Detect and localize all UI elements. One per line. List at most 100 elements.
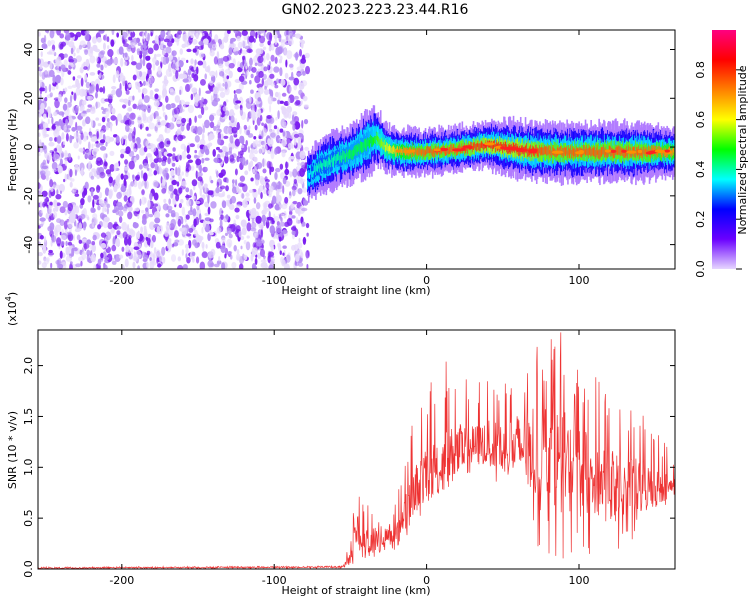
spectrogram-noise-cell	[302, 200, 309, 206]
colorbar-tick-label: 0.0	[694, 260, 707, 278]
spectrogram-noise-cell	[302, 238, 307, 243]
spectrogram-noise-cell	[56, 135, 62, 144]
spectrogram-noise-cell	[43, 258, 50, 265]
spectrogram-noise-cell	[57, 94, 62, 103]
spectrogram-noise-cell	[104, 256, 110, 261]
spectrogram-ridge-cell	[500, 141, 503, 149]
spectrogram-noise-cell	[55, 194, 62, 200]
spectrogram-noise-cell	[282, 121, 287, 128]
spectrogram-noise-cell	[161, 178, 167, 186]
spectrogram-noise-cell	[209, 218, 214, 223]
spectrogram-ridge-cell	[460, 139, 463, 154]
spectrogram-noise-cell	[251, 66, 257, 73]
spectrogram-noise-cell	[200, 79, 206, 86]
spectrogram-noise-cell	[248, 96, 252, 104]
spectrogram-noise-cell	[86, 40, 91, 50]
spectrogram-noise-cell	[268, 210, 271, 219]
spectrogram-noise-cell	[236, 188, 242, 194]
spectrogram-noise-cell	[48, 216, 52, 222]
spectrogram-noise-cell	[147, 172, 153, 177]
spectrogram-noise-cell	[150, 32, 153, 37]
spectrogram-noise-cell	[157, 121, 161, 126]
spectrogram-noise-cell	[129, 112, 136, 120]
spectrogram-noise-cell	[39, 81, 43, 87]
spectrogram-noise-cell	[175, 136, 178, 143]
spectrogram-noise-cell	[226, 75, 230, 80]
spectrogram-noise-cell	[245, 192, 250, 197]
spectrogram-noise-cell	[38, 252, 43, 257]
spectrogram-noise-cell	[161, 187, 167, 194]
spectrogram-noise-cell	[279, 163, 284, 170]
spectrogram-ridge-cell	[380, 140, 383, 148]
spectrogram-noise-cell	[124, 258, 129, 268]
spectrogram-noise-cell	[85, 149, 91, 159]
spectrogram-noise-cell	[163, 172, 170, 181]
spectrogram-noise-cell	[296, 66, 303, 71]
spectrogram-noise-cell	[228, 62, 235, 69]
spectrogram-noise-cell	[279, 128, 284, 133]
spectrogram-noise-cell	[293, 95, 299, 100]
spectrogram-noise-cell	[175, 193, 180, 202]
spectrogram-noise-cell	[254, 124, 258, 131]
spectrogram-noise-cell	[141, 189, 145, 195]
spectrogram-noise-cell	[160, 30, 166, 39]
spectrogram-ridge-cell	[573, 147, 576, 157]
spectrogram-hotspot	[621, 149, 627, 153]
spectrogram-noise-cell	[259, 248, 266, 257]
spectrogram-noise-cell	[249, 109, 256, 119]
spectrogram-noise-cell	[235, 204, 242, 208]
spectrogram-noise-cell	[95, 83, 99, 93]
spectrogram-noise-cell	[257, 86, 264, 95]
spectrogram-noise-cell	[215, 146, 220, 151]
spectrogram-noise-cell	[54, 224, 62, 233]
spectrogram-noise-cell	[186, 145, 190, 154]
spectrogram-noise-cell	[72, 76, 76, 81]
spectrogram-noise-cell	[125, 89, 130, 95]
spectrogram-noise-cell	[65, 32, 71, 41]
spectrogram-ridge-cell	[396, 146, 399, 153]
spectrogram-noise-cell	[84, 30, 90, 35]
spectrogram-noise-cell	[77, 155, 80, 160]
spectrogram-noise-cell	[258, 109, 262, 117]
spectrogram-noise-cell	[154, 163, 159, 171]
spectrogram-noise-cell	[81, 251, 87, 261]
spectrogram-noise-cell	[118, 254, 124, 259]
spectrogram-noise-cell	[202, 38, 209, 45]
spectrogram-noise-cell	[192, 208, 197, 217]
spectrogram-noise-cell	[284, 263, 290, 269]
spectrogram-noise-cell	[69, 213, 76, 224]
spectrogram-noise-cell	[124, 159, 129, 165]
spectrogram-noise-cell	[300, 100, 303, 105]
spectrogram-noise-cell	[55, 84, 59, 90]
spectrogram-noise-cell	[248, 111, 252, 118]
spectrogram-noise-cell	[261, 78, 265, 86]
spectrogram-noise-cell	[39, 223, 43, 228]
spectrogram-noise-cell	[51, 86, 56, 91]
spectrogram-noise-cell	[295, 99, 301, 106]
spectrogram-noise-cell	[180, 124, 185, 132]
spectrogram-noise-cell	[277, 46, 283, 55]
spectrogram-noise-cell	[142, 31, 145, 40]
spectrogram-noise-cell	[106, 207, 110, 215]
spectrogram-noise-cell	[162, 83, 167, 92]
spectrogram-noise-cell	[95, 91, 98, 99]
spectrogram-noise-cell	[282, 229, 288, 234]
spectrogram-noise-cell	[146, 116, 153, 124]
spectrogram-noise-cell	[260, 263, 263, 268]
spectrogram-noise-cell	[182, 78, 189, 83]
spectrogram-noise-cell	[250, 147, 255, 154]
spectrogram-noise-cell	[90, 175, 95, 180]
spectrogram-noise-cell	[106, 36, 110, 43]
spectrogram-noise-cell	[306, 232, 309, 237]
spectrogram-noise-cell	[293, 138, 297, 146]
spectrogram-noise-cell	[263, 89, 270, 96]
spectrogram-ridge-cell	[549, 149, 552, 159]
spectrogram-noise-cell	[209, 30, 212, 35]
spectrogram-noise-cell	[300, 41, 304, 49]
spectrogram-hotspot	[664, 149, 671, 153]
spectrogram-noise-cell	[42, 61, 50, 68]
spectrogram-noise-cell	[184, 244, 189, 249]
spectrogram-noise-cell	[266, 114, 272, 119]
spectrogram-noise-cell	[240, 144, 245, 149]
spectrogram-hotspot	[468, 145, 473, 150]
